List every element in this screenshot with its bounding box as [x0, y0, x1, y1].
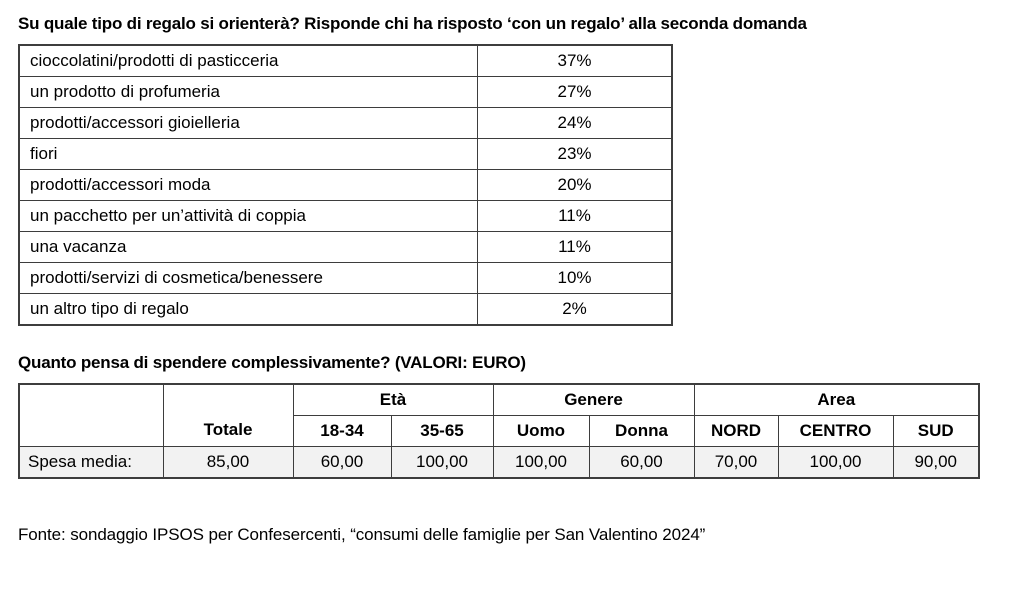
- table-row: un altro tipo di regalo 2%: [18, 293, 673, 326]
- gift-value-cell: 11%: [477, 200, 673, 233]
- table-row: cioccolatini/prodotti di pasticceria 37%: [18, 44, 673, 78]
- question1-title: Su quale tipo di regalo si orienterà? Ri…: [18, 14, 807, 33]
- group-header-eta: Età: [292, 383, 494, 416]
- header-18-34: 18-34: [292, 414, 392, 447]
- gift-value-cell: 11%: [477, 231, 673, 264]
- gift-value-cell: 20%: [477, 169, 673, 202]
- header-uomo: Uomo: [492, 414, 590, 447]
- gift-label-cell: fiori: [18, 138, 478, 171]
- table-row: prodotti/accessori gioielleria 24%: [18, 107, 673, 140]
- gift-value-cell: 10%: [477, 262, 673, 295]
- gift-value-cell: 24%: [477, 107, 673, 140]
- table-row: prodotti/accessori moda 20%: [18, 169, 673, 202]
- source-note: Fonte: sondaggio IPSOS per Confesercenti…: [18, 524, 706, 544]
- question2-title: Quanto pensa di spendere complessivament…: [18, 353, 526, 373]
- table-row: Spesa media: 85,00 60,00 100,00 100,00 6…: [18, 445, 980, 479]
- value-35-65: 100,00: [390, 445, 494, 479]
- row-label-spesa-media: Spesa media:: [18, 445, 164, 479]
- document-content: Su quale tipo di regalo si orienterà? Ri…: [18, 14, 980, 544]
- group-header-genere: Genere: [492, 383, 695, 416]
- value-donna: 60,00: [588, 445, 695, 479]
- gift-label-cell: cioccolatini/prodotti di pasticceria: [18, 44, 478, 78]
- gift-label-cell: prodotti/accessori gioielleria: [18, 107, 478, 140]
- value-totale: 85,00: [162, 445, 294, 479]
- gift-value-cell: 27%: [477, 76, 673, 109]
- gift-type-table: cioccolatini/prodotti di pasticceria 37%…: [18, 44, 673, 327]
- gift-label-cell: prodotti/accessori moda: [18, 169, 478, 202]
- spending-table: Totale Età Genere Area 18-34 35-65 Uomo …: [18, 382, 980, 479]
- gift-value-cell: 2%: [477, 293, 673, 326]
- header-35-65: 35-65: [390, 414, 494, 447]
- header-donna: Donna: [588, 414, 695, 447]
- value-uomo: 100,00: [492, 445, 590, 479]
- gift-label-cell: un altro tipo di regalo: [18, 293, 478, 326]
- gift-label-cell: una vacanza: [18, 231, 478, 264]
- value-sud: 90,00: [892, 445, 980, 479]
- gift-value-cell: 23%: [477, 138, 673, 171]
- header-sud: SUD: [892, 414, 980, 447]
- table-row: una vacanza 11%: [18, 231, 673, 264]
- table-row: prodotti/servizi di cosmetica/benessere …: [18, 262, 673, 295]
- table-row: 18-34 35-65 Uomo Donna NORD CENTRO SUD: [19, 414, 980, 447]
- header-nord: NORD: [693, 414, 779, 447]
- value-nord: 70,00: [693, 445, 779, 479]
- table-row: un pacchetto per un’attività di coppia 1…: [18, 200, 673, 233]
- table-row: Totale Età Genere Area: [18, 383, 980, 447]
- gift-label-cell: un prodotto di profumeria: [18, 76, 478, 109]
- table-row: un prodotto di profumeria 27%: [18, 76, 673, 109]
- gift-value-cell: 37%: [477, 44, 673, 78]
- corner-cell: [18, 383, 164, 447]
- header-totale: Totale: [162, 383, 294, 447]
- gift-label-cell: prodotti/servizi di cosmetica/benessere: [18, 262, 478, 295]
- header-centro: CENTRO: [777, 414, 894, 447]
- table-row: fiori 23%: [18, 138, 673, 171]
- gift-label-cell: un pacchetto per un’attività di coppia: [18, 200, 478, 233]
- group-header-area: Area: [693, 383, 980, 416]
- value-centro: 100,00: [777, 445, 894, 479]
- value-18-34: 60,00: [292, 445, 392, 479]
